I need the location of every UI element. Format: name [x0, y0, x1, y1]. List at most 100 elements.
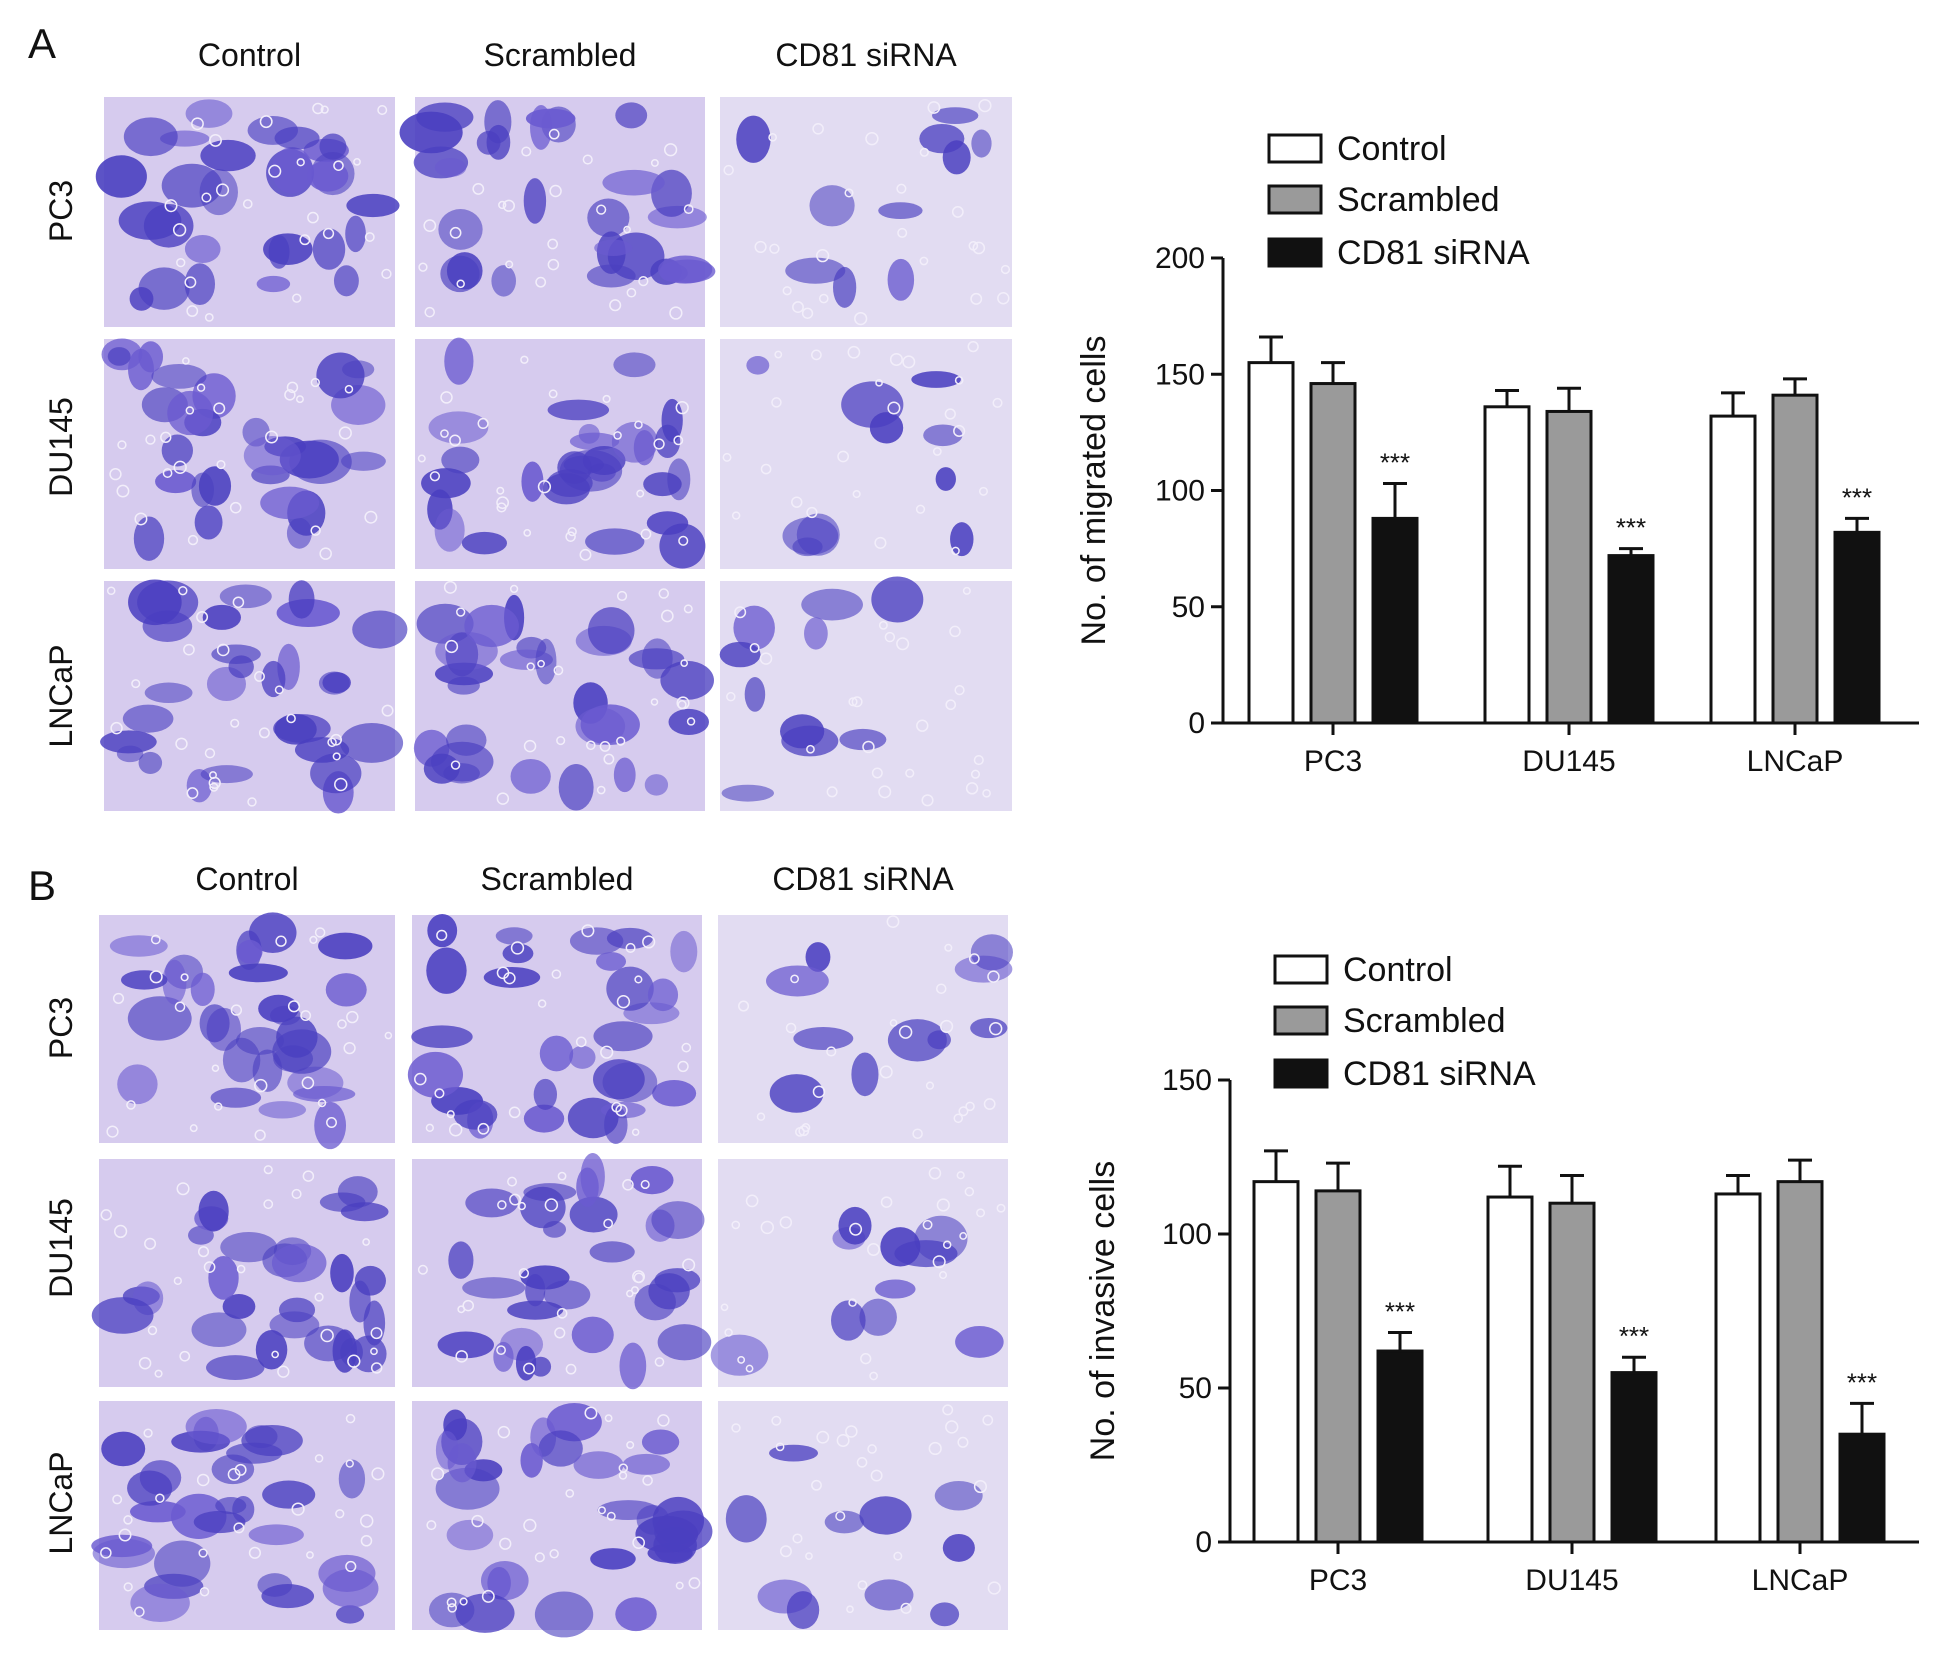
vesicle	[440, 391, 453, 404]
vesicle	[507, 1176, 518, 1187]
vesicle	[944, 408, 956, 420]
cell	[453, 1099, 498, 1130]
cell	[781, 725, 839, 757]
vesicle	[582, 154, 593, 165]
vesicle	[987, 1581, 1001, 1595]
vesicle	[919, 256, 929, 266]
cell	[352, 610, 408, 649]
vesicle	[154, 1369, 163, 1378]
vesicle	[940, 1019, 954, 1034]
vesicle	[634, 420, 643, 429]
cell	[219, 584, 272, 609]
cell	[659, 263, 688, 282]
vesicle	[754, 240, 767, 254]
vesicle	[658, 588, 670, 599]
cell	[543, 1280, 591, 1310]
vesicle	[535, 276, 547, 288]
vesicle	[826, 1046, 837, 1057]
vesicle	[927, 101, 941, 114]
cell	[878, 202, 923, 220]
cell	[533, 1078, 558, 1110]
vesicle	[860, 1353, 872, 1365]
vesicle	[731, 1423, 741, 1433]
vesicle	[556, 1308, 568, 1319]
micrograph	[415, 337, 706, 569]
vesicle	[616, 736, 626, 746]
vesicle	[640, 1179, 650, 1190]
vesicle	[749, 642, 760, 653]
cell	[593, 1021, 653, 1052]
vesicle	[216, 459, 226, 470]
cell	[286, 517, 312, 549]
row-label: PC3	[43, 997, 79, 1059]
cell	[538, 1430, 583, 1467]
cell	[262, 1480, 316, 1509]
vesicle	[496, 486, 505, 495]
vesicle	[377, 105, 388, 116]
cell	[530, 105, 553, 150]
vesicle	[745, 1364, 754, 1373]
vesicle	[208, 776, 221, 790]
vesicle	[286, 713, 296, 724]
vesicle	[623, 225, 631, 234]
vesicle	[806, 506, 818, 519]
vesicle	[650, 698, 659, 706]
vesicle	[263, 1165, 273, 1175]
cell	[736, 115, 771, 163]
cell	[935, 467, 956, 491]
cell	[252, 1049, 283, 1092]
cell	[333, 265, 359, 297]
vesicle	[575, 1036, 587, 1048]
vesicle	[775, 1442, 785, 1452]
vesicle	[418, 262, 428, 272]
vesicle	[449, 434, 461, 447]
vesicle	[502, 199, 515, 212]
cell	[116, 745, 144, 763]
vesicle	[618, 1463, 628, 1473]
vesicle	[123, 1515, 133, 1525]
vesicle	[548, 389, 558, 399]
cell	[725, 1495, 767, 1543]
cell	[786, 1591, 820, 1629]
vesicle	[565, 1363, 577, 1375]
cell	[719, 641, 761, 668]
cell	[744, 676, 766, 712]
cell	[746, 356, 770, 375]
vesicle	[423, 219, 437, 233]
vesicle	[970, 769, 981, 779]
vesicle	[978, 98, 992, 113]
cell	[208, 1255, 239, 1300]
legend-label: Scrambled	[1343, 1002, 1506, 1040]
vesicle	[209, 133, 222, 147]
vesicle	[147, 1325, 158, 1336]
micrograph	[91, 1159, 395, 1387]
vesicle	[277, 1365, 290, 1378]
cell	[547, 399, 610, 421]
vesicle	[606, 1511, 616, 1521]
vesicle	[880, 1196, 893, 1208]
cell	[859, 1496, 912, 1535]
vesicle	[611, 1101, 622, 1113]
cell	[587, 607, 635, 655]
vesicle	[928, 1167, 942, 1180]
vesicle	[537, 999, 547, 1008]
cell	[335, 1605, 365, 1624]
cell	[521, 461, 544, 502]
vesicle	[874, 536, 887, 549]
cell	[441, 446, 480, 474]
vesicle	[364, 510, 378, 524]
cell	[261, 660, 286, 698]
vesicle	[126, 1100, 136, 1110]
vesicle	[836, 1433, 850, 1447]
cell	[127, 1470, 173, 1506]
cell	[210, 1087, 262, 1108]
vesicle	[456, 607, 466, 617]
vesicle	[738, 1000, 750, 1012]
cell	[539, 1035, 574, 1072]
vesicle	[314, 1292, 324, 1302]
vesicle	[449, 226, 462, 239]
y-tick-label: 150	[1155, 358, 1205, 391]
bar	[1376, 1349, 1424, 1544]
vesicle	[916, 719, 929, 732]
vesicle	[862, 740, 875, 754]
